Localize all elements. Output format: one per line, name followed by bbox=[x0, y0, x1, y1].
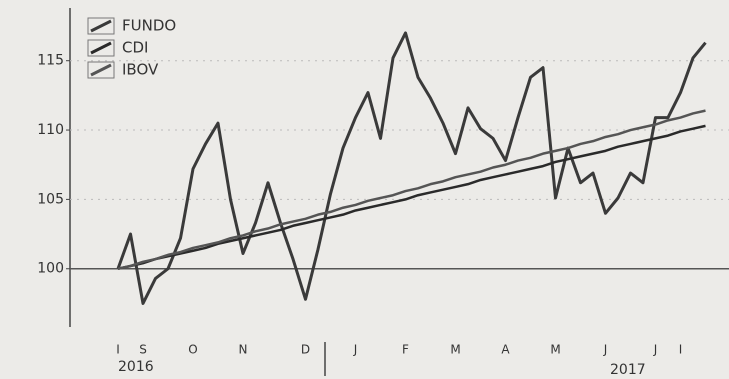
year-label: 2016 bbox=[118, 359, 154, 375]
legend-line bbox=[90, 19, 112, 33]
x-tick-label: O bbox=[188, 343, 197, 357]
x-tick-label: A bbox=[501, 343, 510, 357]
x-tick-label: N bbox=[239, 343, 248, 357]
x-tick-label: J bbox=[353, 343, 358, 357]
legend-line bbox=[90, 41, 112, 55]
legend-swatch bbox=[87, 17, 115, 35]
legend-swatch bbox=[87, 39, 115, 57]
legend-swatch bbox=[87, 61, 115, 79]
x-tick-label: I bbox=[116, 343, 120, 357]
x-tick-label: J bbox=[653, 343, 658, 357]
legend-label: CDI bbox=[122, 39, 148, 57]
legend-line bbox=[90, 63, 112, 77]
y-tick-label: 105 bbox=[37, 191, 64, 207]
x-tick-label: J bbox=[603, 343, 608, 357]
series-line bbox=[117, 109, 706, 270]
x-tick-label: I bbox=[679, 343, 683, 357]
x-tick-label: F bbox=[402, 343, 409, 357]
x-tick-label: M bbox=[450, 343, 460, 357]
y-tick-label: 100 bbox=[37, 261, 64, 277]
x-tick-label: D bbox=[301, 343, 310, 357]
series-line bbox=[116, 31, 707, 305]
legend-label: FUNDO bbox=[122, 17, 176, 35]
x-tick-label: M bbox=[550, 343, 560, 357]
legend-label: IBOV bbox=[122, 61, 159, 79]
x-tick-label: S bbox=[139, 343, 147, 357]
y-tick-label: 115 bbox=[37, 53, 64, 69]
series-line bbox=[117, 124, 706, 270]
year-label: 2017 bbox=[610, 362, 646, 378]
y-tick-label: 110 bbox=[37, 122, 64, 138]
